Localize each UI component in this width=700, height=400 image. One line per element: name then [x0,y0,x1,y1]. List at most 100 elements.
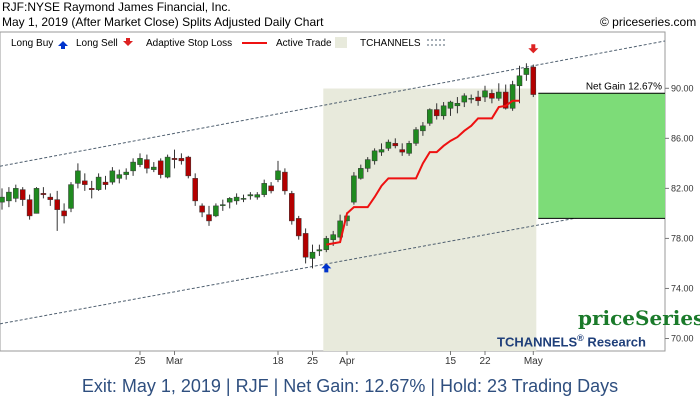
candle-up [427,109,433,124]
candle-up [116,174,123,179]
candle-up [213,205,219,217]
long-buy-arrow [321,263,332,273]
candle-up [364,159,371,169]
candle-down [88,188,95,190]
y-tick-label: 78.00 [671,233,694,243]
candle-down [178,158,185,162]
chart-subtitle: May 1, 2019 (After Market Close) Splits … [2,15,324,29]
candle-down [19,189,26,200]
candle-down [157,160,164,175]
y-tick-label: 90.00 [671,83,694,93]
x-tick-label: 15 [445,356,457,367]
candle-up [523,68,530,75]
channel-upper-line [0,40,666,167]
candle-down [489,93,495,99]
candle-up [468,98,474,100]
candle-up [371,150,378,162]
candle-up [123,171,129,175]
y-tick-label: 82.00 [671,183,694,193]
candle-down [199,205,205,213]
legend-long-sell-label: Long Sell [76,38,118,49]
candle-down [171,158,178,160]
candle-up [95,176,102,190]
candle-down [206,214,212,222]
candle-up [13,188,19,199]
candle-up [68,184,74,209]
legend-stop-loss-label: Adaptive Stop Loss [146,38,232,49]
tchannels-research-logo: TCHANNELS® Research [497,333,646,349]
x-tick-label: 25 [307,356,319,367]
x-tick-label: May [524,356,543,367]
candle-up [358,168,364,179]
candle-up [226,198,233,203]
legend-active-trade-label: Active Trade [276,38,332,49]
chart-title: RJF:NYSE Raymond James Financial, Inc. [2,0,231,14]
legend-tchannels-label: TCHANNELS [360,38,421,49]
candle-up [6,191,12,202]
candle-up [130,161,136,172]
candle-down [26,199,33,217]
candle-up [385,141,392,149]
candle-down [47,196,54,200]
candle-down [399,149,405,153]
candle-up [261,183,267,195]
candle-down [192,178,198,202]
adaptive-stop-loss-line [326,99,520,246]
candle-up [109,170,116,183]
x-tick-label: 22 [479,356,491,367]
candle-up [164,156,171,178]
candle-down [302,233,309,258]
candle-up [447,101,454,109]
candle-up [413,129,419,144]
y-tick-label: 74.00 [671,283,694,293]
candle-down [433,109,440,117]
legend-sell-arrow-icon [123,38,133,46]
candle-up [33,188,40,214]
candle-up [233,196,240,202]
active-trade-region [323,88,537,352]
candle-up [330,234,336,240]
x-tick-label: Apr [339,356,355,367]
candle-down [475,96,481,102]
candle-up [220,204,226,206]
legend-long-buy-label: Long Buy [11,38,53,49]
candle-up [137,158,143,165]
candle-down [295,218,302,237]
priceseries-logo: priceSeries [578,306,700,330]
candle-down [54,199,60,210]
x-tick-label: Mar [166,356,184,367]
candle-down [502,91,509,109]
candle-down [40,193,47,195]
net-gain-box [538,93,665,219]
candle-up [509,84,516,109]
candle-up [420,125,426,132]
net-gain-label: Net Gain 12.67% [586,81,662,92]
candle-up [406,143,412,154]
candle-up [454,103,461,107]
candle-down [530,66,537,95]
candle-up [309,251,316,259]
candle-up [461,95,468,103]
x-tick-label: 25 [134,356,146,367]
candle-up [275,170,281,180]
channel-lower-line [0,201,666,325]
candle-up [378,149,385,153]
candle-down [392,143,399,147]
y-tick-label: 70.00 [671,333,694,343]
legend-buy-arrow-icon [58,41,68,49]
candle-down [144,159,150,169]
candle-up [254,194,261,198]
trade-summary: Exit: May 1, 2019 | RJF | Net Gain: 12.6… [81,376,619,396]
candle-up [75,170,81,184]
candle-up [316,249,323,252]
candle-up [496,91,502,99]
candle-up [440,105,447,117]
candle-down [282,171,288,192]
candle-up [351,175,357,203]
legend-active-trade-swatch [335,37,347,48]
x-tick-label: 18 [272,356,284,367]
long-sell-arrow [528,44,539,54]
registered-mark: ® [577,333,584,343]
